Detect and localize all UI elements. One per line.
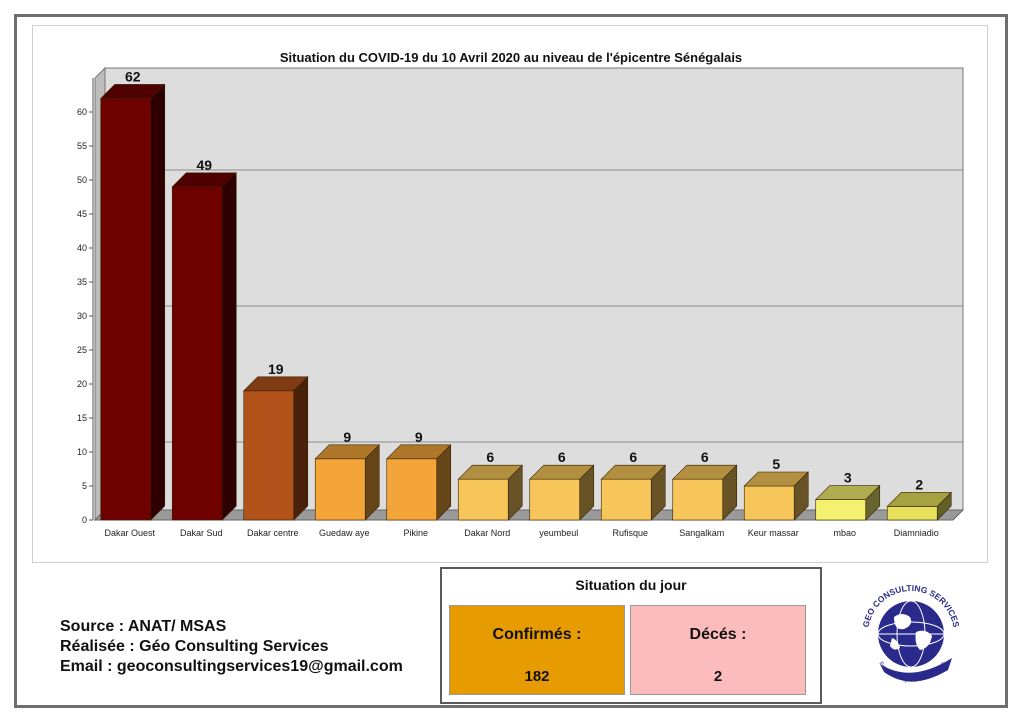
bar-front: [100, 98, 152, 521]
bar-side: [650, 464, 666, 521]
x-tick-label: Dakar Sud: [180, 528, 223, 538]
y-tick-label: 15: [77, 413, 87, 423]
situation-title: Situation du jour: [575, 577, 687, 593]
bar-side: [221, 172, 237, 521]
bar-side: [793, 471, 809, 521]
x-tick-label: Dakar centre: [247, 528, 299, 538]
source-text: Source : ANAT/ MSAS: [60, 618, 227, 635]
bar-value-label: 9: [415, 429, 423, 445]
x-tick-label: Rufisque: [612, 528, 648, 538]
bar-front: [171, 186, 223, 521]
situation-du-jour-panel: Situation du jour Confirmés : 182 Décés …: [440, 567, 822, 704]
y-tick-label: 55: [77, 141, 87, 151]
y-tick-label: 30: [77, 311, 87, 321]
bar: 19: [243, 361, 309, 521]
x-tick-label: yeumbeul: [539, 528, 578, 538]
deces-label: Décés :: [689, 626, 747, 643]
poster-frame: [14, 14, 1008, 708]
x-axis-labels: Dakar Ouest Dakar Sud Dakar centre Guedaw a…: [104, 528, 938, 538]
x-tick-label: Diamniadio: [894, 528, 939, 538]
bar-value-label: 5: [772, 456, 780, 472]
y-tick-label: 10: [77, 447, 87, 457]
bar-chart: 0 5 10 15 20 25 30 35 40 45 50 55 60 62 49 19 9 9 6 6 6 6 5 3 2…: [77, 50, 965, 538]
bar-value-label: 2: [915, 476, 923, 492]
x-tick-label: mbao: [833, 528, 856, 538]
bar-side: [436, 444, 452, 521]
chart-title: Situation du COVID-19 du 10 Avril 2020 a…: [280, 50, 742, 65]
email-text: Email : geoconsultingservices19@gmail.co…: [60, 658, 403, 675]
bar-front: [815, 499, 867, 521]
confirmes-value: 182: [524, 668, 550, 685]
bar: 2: [886, 476, 952, 521]
x-tick-label: Pikine: [403, 528, 428, 538]
bar: 9: [386, 429, 452, 521]
bar-value-label: 6: [558, 449, 566, 465]
bar-value-label: 6: [701, 449, 709, 465]
chart-container: 0 5 10 15 20 25 30 35 40 45 50 55 60 62 49 19 9 9 6 6 6 6 5 3 2…: [32, 25, 988, 563]
geo-consulting-logo: GEO CONSULTING SERVICES Expertise, Rigue…: [861, 583, 962, 684]
x-tick-label: Dakar Ouest: [104, 528, 155, 538]
bar-side: [150, 83, 166, 521]
bar-front: [886, 506, 938, 521]
x-tick-label: Keur massar: [748, 528, 799, 538]
bar-value-label: 3: [844, 470, 852, 486]
y-tick-label: 50: [77, 175, 87, 185]
bar: 5: [743, 456, 809, 521]
bar: 6: [672, 449, 738, 521]
bar-value-label: 19: [268, 361, 284, 377]
bar-side: [865, 484, 881, 521]
bars: 62 49 19 9 9 6 6 6 6 5 3 2: [100, 68, 952, 521]
bar-front: [743, 485, 795, 521]
bar-value-label: 9: [343, 429, 351, 445]
bar-front: [600, 478, 652, 521]
bar-value-label: 49: [196, 157, 212, 173]
bar-value-label: 6: [629, 449, 637, 465]
confirmes-box: Confirmés : 182: [449, 605, 625, 695]
y-tick-label: 40: [77, 243, 87, 253]
x-tick-label: Guedaw aye: [319, 528, 370, 538]
bar: 6: [600, 449, 666, 521]
realisee-text: Réalisée : Géo Consulting Services: [60, 638, 329, 655]
bar-value-label: 62: [125, 68, 141, 84]
bar-front: [243, 390, 295, 521]
bar: 6: [457, 449, 523, 521]
bar-side: [293, 376, 309, 521]
bar-side: [722, 464, 738, 521]
y-tick-label: 60: [77, 107, 87, 117]
bar-front: [457, 478, 509, 521]
bar-front: [386, 458, 438, 521]
y-tick-label: 20: [77, 379, 87, 389]
x-tick-label: Sangalkam: [679, 528, 724, 538]
bar-side: [507, 464, 523, 521]
deces-value: 2: [713, 668, 723, 685]
y-tick-label: 25: [77, 345, 87, 355]
deces-box: Décés : 2: [630, 605, 806, 695]
bar: 3: [815, 470, 881, 521]
bar: 6: [529, 449, 595, 521]
bar-front: [529, 478, 581, 521]
y-tick-label: 5: [82, 481, 87, 491]
bar-side: [579, 464, 595, 521]
bar: 49: [171, 157, 237, 521]
x-tick-label: Dakar Nord: [464, 528, 510, 538]
bar-side: [364, 444, 380, 521]
y-tick-label: 35: [77, 277, 87, 287]
bar-front: [672, 478, 724, 521]
y-axis: 0 5 10 15 20 25 30 35 40 45 50 55 60: [77, 78, 94, 525]
bar-side: [936, 491, 952, 521]
y-tick-label: 45: [77, 209, 87, 219]
y-tick-label: 0: [82, 515, 87, 525]
bar-front: [314, 458, 366, 521]
confirmes-label: Confirmés :: [492, 626, 582, 643]
bar-value-label: 6: [486, 449, 494, 465]
credits-block: Source : ANAT/ MSAS Réalisée : Géo Consu…: [60, 617, 403, 677]
bar: 62: [100, 68, 166, 521]
bar: 9: [314, 429, 380, 521]
